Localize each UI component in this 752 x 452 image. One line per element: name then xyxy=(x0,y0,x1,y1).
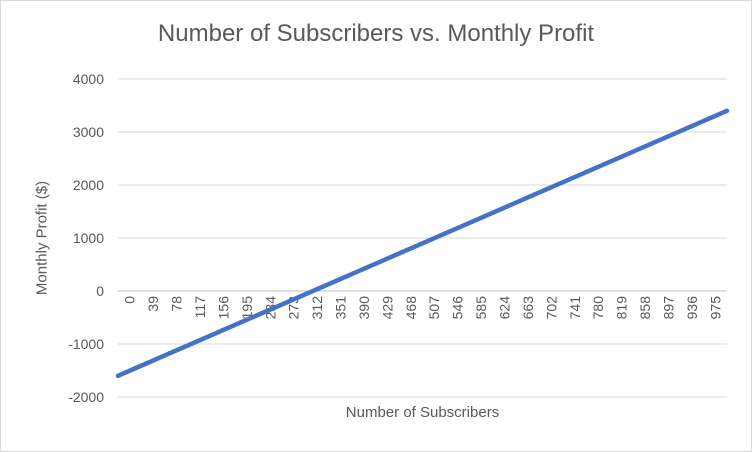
x-tick-label: 585 xyxy=(473,296,489,320)
x-tick-label: 390 xyxy=(356,296,372,320)
chart-title: Number of Subscribers vs. Monthly Profit xyxy=(157,20,595,47)
x-tick-label: 819 xyxy=(614,296,630,320)
x-tick-label: 195 xyxy=(239,296,255,320)
x-tick-label: 624 xyxy=(496,296,512,320)
y-tick-label: 0 xyxy=(96,283,104,299)
x-tick-label: 702 xyxy=(543,296,559,320)
x-tick-label: 663 xyxy=(520,296,536,320)
series-line xyxy=(115,108,730,379)
x-tick-label: 897 xyxy=(660,296,676,320)
x-tick-label: 468 xyxy=(403,296,419,320)
x-axis-title: Number of Subscribers xyxy=(345,404,500,421)
x-tick-label: 741 xyxy=(567,296,583,320)
y-tick-label: 3000 xyxy=(73,124,104,140)
y-tick-label: -2000 xyxy=(68,389,104,405)
x-tick-label: 312 xyxy=(309,296,325,320)
x-tick-label: 0 xyxy=(122,296,138,304)
x-tick-label: 507 xyxy=(426,296,442,320)
y-tick-label: 1000 xyxy=(73,230,104,246)
x-tick-label: 936 xyxy=(684,296,700,320)
x-tick-label: 156 xyxy=(215,296,231,320)
y-tick-label: 2000 xyxy=(73,177,104,193)
x-tick-label: 117 xyxy=(192,296,208,319)
y-tick-label: 4000 xyxy=(73,71,104,87)
x-tick-label: 39 xyxy=(145,296,161,312)
x-tick-label: 351 xyxy=(333,296,349,320)
x-tick-label: 858 xyxy=(637,296,653,320)
x-tick-label: 780 xyxy=(590,296,606,320)
x-tick-label: 429 xyxy=(379,296,395,320)
x-tick-label: 975 xyxy=(707,296,723,320)
y-axis-title: Monthly Profit ($) xyxy=(33,180,51,296)
y-tick-label: -1000 xyxy=(68,336,104,352)
x-tick-label: 78 xyxy=(169,296,185,312)
x-tick-label: 546 xyxy=(450,296,466,320)
